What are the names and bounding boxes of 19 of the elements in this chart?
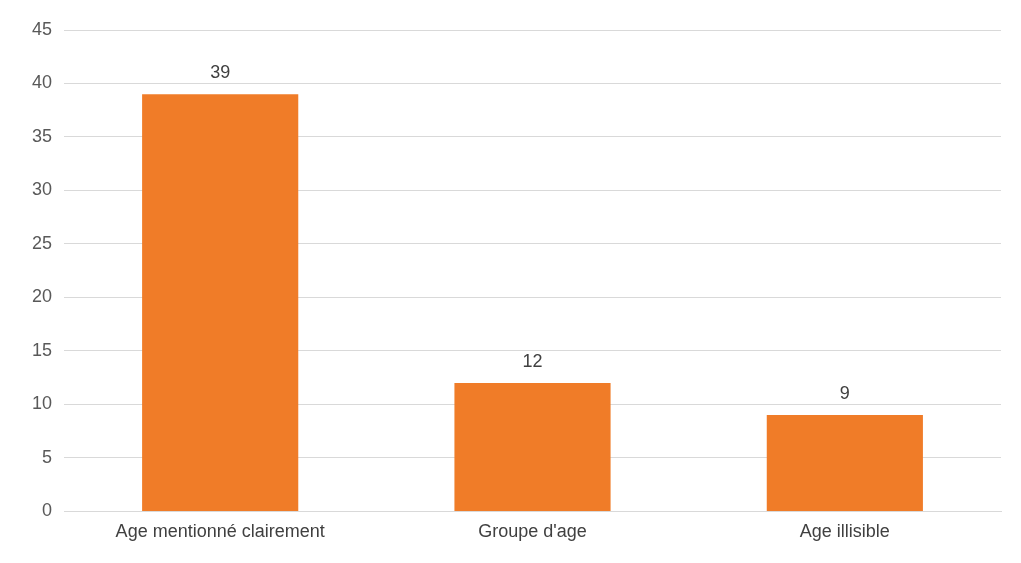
y-tick-label: 30 xyxy=(31,179,53,200)
x-tick-label: Age mentionné clairement xyxy=(115,521,325,542)
y-tick-label: 25 xyxy=(31,232,53,253)
x-tick-label: Groupe d'age xyxy=(478,521,587,542)
y-tick-label: 0 xyxy=(42,500,53,521)
y-tick-label: 15 xyxy=(31,339,53,360)
y-tick-label: 5 xyxy=(42,446,53,467)
bar xyxy=(142,94,299,511)
data-label: 9 xyxy=(839,383,850,404)
x-tick-label: Age illisible xyxy=(799,521,890,542)
y-tick-label: 45 xyxy=(31,18,53,39)
y-tick-label: 40 xyxy=(31,72,53,93)
bar xyxy=(766,415,923,511)
y-tick-label: 20 xyxy=(31,286,53,307)
data-label: 39 xyxy=(210,62,231,83)
bar xyxy=(454,383,611,511)
y-tick-label: 35 xyxy=(31,125,53,146)
y-tick-label: 10 xyxy=(31,393,53,414)
data-label: 12 xyxy=(522,351,543,371)
